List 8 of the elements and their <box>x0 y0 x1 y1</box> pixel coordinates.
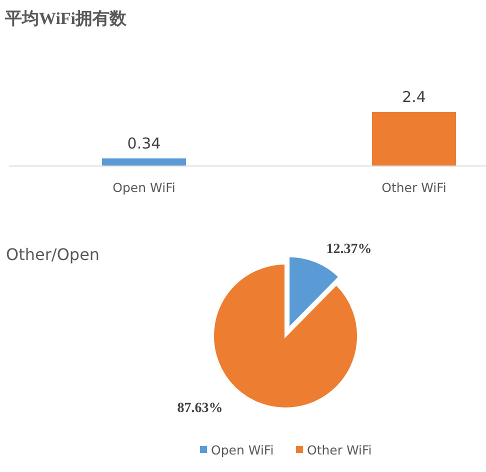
chart-title: 平均WiFi拥有数 <box>4 9 128 28</box>
data-label: 2.4 <box>402 88 426 106</box>
legend-label: Open WiFi <box>211 442 274 458</box>
legend-label: Other WiFi <box>307 442 372 458</box>
chart-title: Other/Open <box>6 245 100 264</box>
data-label: 87.63% <box>177 401 223 416</box>
data-label: 12.37% <box>326 242 372 257</box>
data-label: 0.34 <box>127 134 161 152</box>
